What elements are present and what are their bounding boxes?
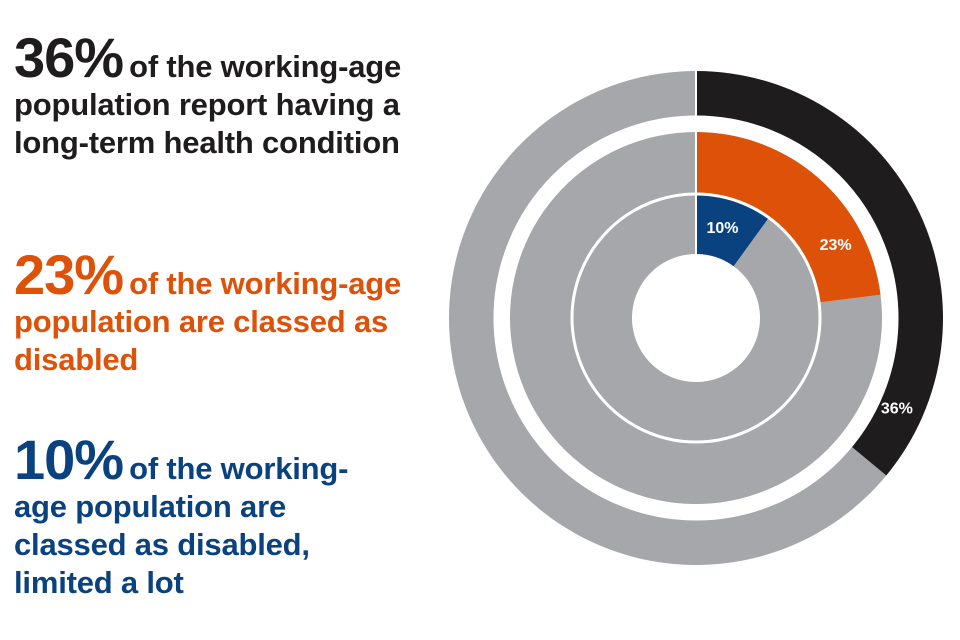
stat-1-percent: 36%	[14, 26, 124, 89]
stat-2-percent: 23%	[14, 243, 124, 306]
ring-2-remainder-slice	[510, 132, 882, 505]
stat-3-percent: 10%	[14, 428, 124, 491]
ring-2-value-slice	[696, 132, 881, 303]
ring-3-remainder-slice	[571, 194, 820, 442]
ring-3-data-label: 10%	[706, 220, 738, 237]
stat-3-text: of the working-age population are classe…	[14, 451, 349, 600]
stat-disabled: 23% of the working-age population are cla…	[14, 247, 454, 379]
ring-1-value-slice	[696, 71, 944, 476]
stat-disabled-limited-a-lot: 10% of the working-age population are cla…	[14, 432, 394, 602]
ring-1-remainder-slice	[449, 71, 887, 565]
ring-3-value-slice	[696, 194, 769, 267]
ring-2-data-label: 23%	[820, 237, 852, 254]
ring-1-data-label: 36%	[881, 401, 913, 418]
stat-1-text: of the working-age population report hav…	[14, 49, 402, 160]
stat-2-text: of the working-age population are classe…	[14, 266, 402, 377]
stat-long-term-condition: 36% of the working-age population report …	[14, 30, 454, 162]
